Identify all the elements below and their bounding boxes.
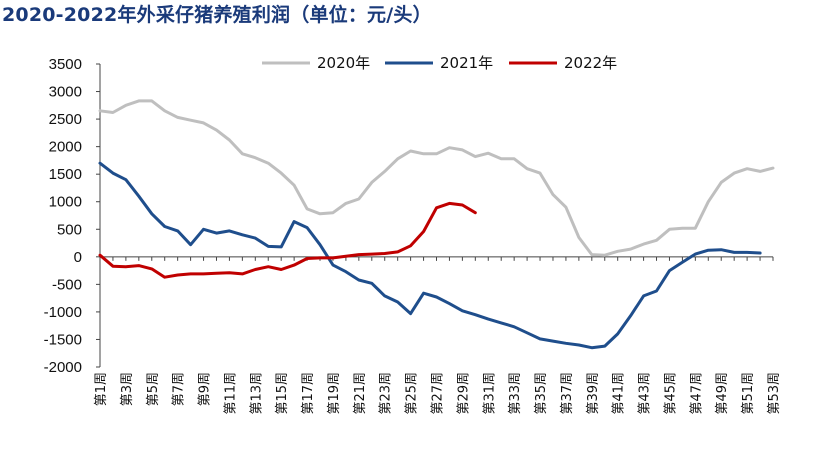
y-tick-label: 3500: [49, 56, 82, 73]
x-tick-label: 第19周: [327, 372, 342, 415]
chart-title: 2020-2022年外采仔猪养殖利润（单位：元/头）: [2, 4, 432, 26]
y-tick-label: -2000: [44, 359, 82, 376]
x-tick-label: 第43周: [638, 372, 653, 415]
x-tick-label: 第35周: [534, 372, 549, 415]
x-tick-label: 第53周: [767, 372, 782, 415]
y-tick-label: -1500: [44, 331, 82, 348]
x-tick-label: 第41周: [612, 372, 627, 415]
x-tick-label: 第49周: [715, 372, 730, 415]
x-tick-label: 第27周: [431, 372, 446, 415]
series-layer: [98, 99, 775, 350]
x-tick-label: 第11周: [223, 372, 238, 415]
x-tick-label: 第39周: [586, 372, 601, 415]
x-tick-label: 第47周: [689, 372, 704, 415]
y-tick-label: -500: [52, 276, 82, 293]
x-tick-label: 第37周: [560, 372, 575, 415]
x-tick-label: 第51周: [741, 372, 756, 415]
y-tick-label: 1000: [49, 194, 82, 211]
x-tick-label: 第7周: [172, 372, 187, 406]
legend: 2020年 2021年 2022年: [262, 54, 617, 72]
x-tick-label: 第25周: [405, 372, 420, 415]
x-tick-label: 第5周: [146, 372, 161, 406]
x-tick-label: 第17周: [301, 372, 316, 415]
y-tick-label: 1500: [49, 166, 82, 183]
x-tick-label: 第29周: [456, 372, 471, 415]
y-tick-label: 0: [74, 249, 82, 266]
x-tick-label: 第23周: [379, 372, 394, 415]
legend-label: 2022年: [564, 54, 617, 72]
y-tick-label: -1000: [44, 304, 82, 321]
axis-layer: [96, 63, 774, 368]
legend-label: 2020年: [317, 54, 370, 72]
x-tick-label: 第9周: [198, 372, 213, 406]
legend-label: 2021年: [440, 54, 493, 72]
y-tick-label: 500: [57, 221, 82, 238]
x-tick-label: 第15周: [275, 372, 290, 415]
x-tick-label: 第3周: [120, 372, 135, 406]
series-line-2021: [98, 161, 762, 350]
series-line-2020: [98, 99, 775, 257]
y-axis-ticks: -2000 -1500 -1000 -500 0 500 1000 1500 2000 2500 3…: [44, 56, 82, 376]
x-tick-label: 第13周: [249, 372, 264, 415]
x-tick-label: 第33周: [508, 372, 523, 415]
x-tick-label: 第21周: [353, 372, 368, 415]
x-tick-label: 第31周: [482, 372, 497, 415]
y-tick-label: 2500: [49, 111, 82, 128]
x-axis-ticks: 第1周 第3周 第5周 第7周 第9周 第11周 第13周 第15周 第17周 第19周 第21周第…: [94, 372, 782, 415]
series-line-2022: [98, 201, 477, 279]
x-tick-label: 第1周: [94, 372, 109, 406]
x-tick-label: 第45周: [663, 372, 678, 415]
y-tick-label: 2000: [49, 139, 82, 156]
y-tick-label: 3000: [49, 84, 82, 101]
